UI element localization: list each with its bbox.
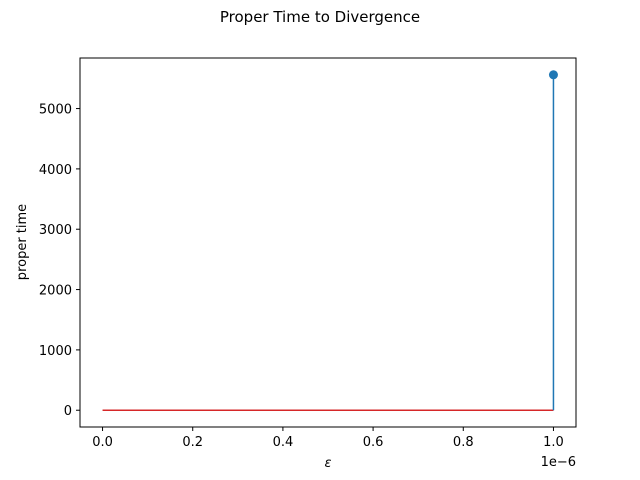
x-tick-label: 0.0 (92, 435, 113, 450)
stem-marker (548, 70, 558, 80)
y-tick-label: 2000 (39, 284, 72, 299)
x-tick-label: 0.4 (273, 435, 294, 450)
y-tick-label: 4000 (39, 163, 72, 178)
x-tick-label: 1.0 (543, 435, 564, 450)
x-axis-label: ε (324, 456, 331, 471)
y-tick-label: 1000 (39, 344, 72, 359)
y-tick-label: 3000 (39, 223, 72, 238)
y-axis-label: proper time (15, 204, 30, 280)
x-tick-label: 0.2 (182, 435, 203, 450)
plot-area (102, 70, 558, 411)
chart-title: Proper Time to Divergence (220, 8, 420, 26)
x-tick-label: 0.6 (363, 435, 384, 450)
axes-frame (79, 57, 577, 428)
y-tick-label: 0 (64, 404, 72, 419)
y-tick-label: 5000 (39, 103, 72, 118)
x-tick-label: 0.8 (453, 435, 474, 450)
x-offset-label: 1e−6 (541, 455, 576, 470)
